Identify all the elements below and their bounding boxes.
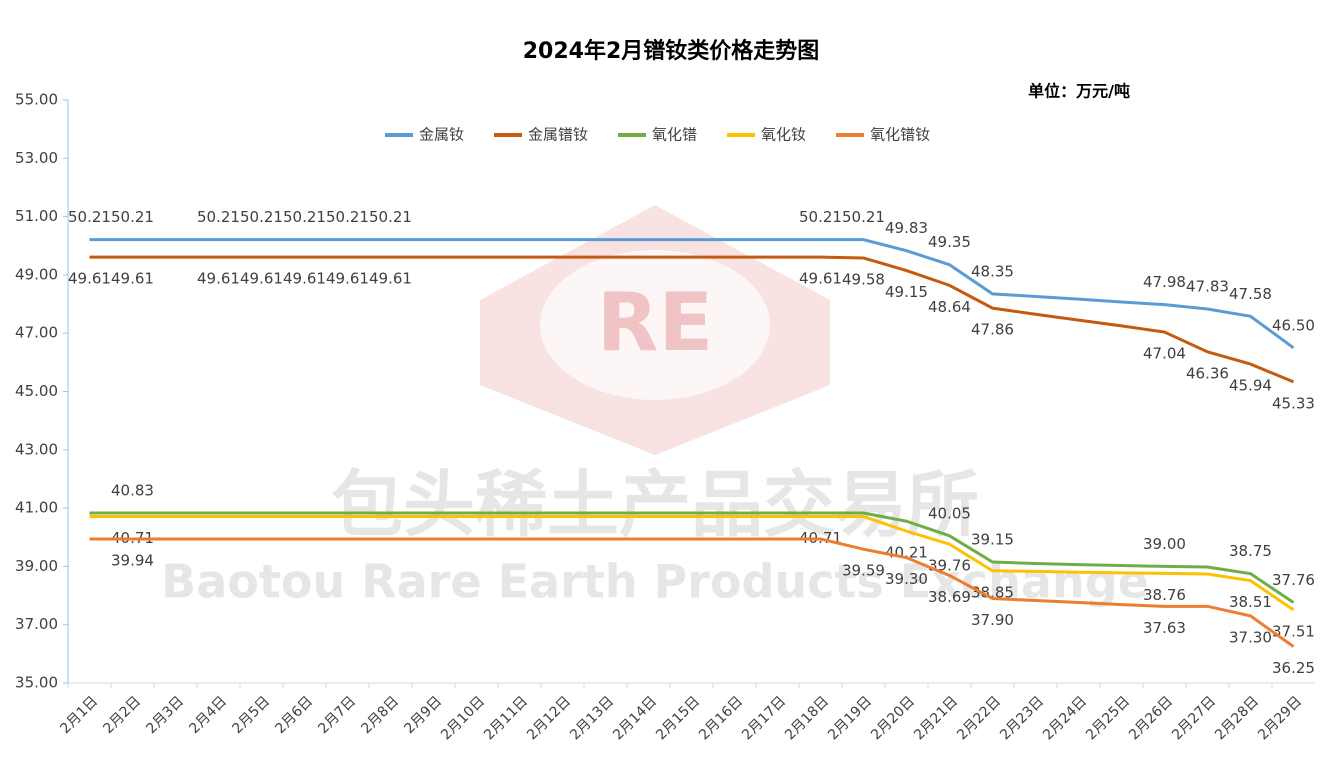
data-label: 37.51 — [1272, 622, 1315, 640]
data-label: 40.21 — [885, 544, 928, 562]
y-tick-label: 41.00 — [15, 499, 58, 517]
y-tick-label: 55.00 — [15, 91, 58, 109]
data-label: 37.90 — [971, 611, 1014, 629]
data-label: 39.94 — [111, 551, 154, 569]
data-label: 49.61 — [68, 270, 111, 288]
watermark-cn: 包头稀土产品交易所 — [331, 463, 979, 547]
series-line — [89, 511, 1295, 604]
data-label: 47.83 — [1186, 278, 1229, 296]
data-label: 49.35 — [928, 233, 971, 251]
legend-label: 氧化镨 — [652, 126, 697, 144]
data-label: 39.00 — [1143, 535, 1186, 553]
data-label: 46.50 — [1272, 316, 1315, 334]
data-label: 50.21 — [799, 208, 842, 226]
y-tick-label: 51.00 — [15, 207, 58, 225]
series-line — [89, 515, 1295, 612]
legend-label: 氧化镨钕 — [870, 126, 930, 144]
data-label: 39.59 — [842, 562, 885, 580]
watermark-logo-ring — [540, 250, 770, 400]
data-label: 45.94 — [1229, 377, 1272, 395]
y-tick-label: 47.00 — [15, 324, 58, 342]
data-label: 50.21 — [369, 208, 412, 226]
data-label: 40.05 — [928, 504, 971, 522]
series-line — [89, 537, 1295, 648]
data-label: 50.21 — [240, 208, 283, 226]
y-tick-label: 43.00 — [15, 440, 58, 458]
data-label: 40.83 — [111, 482, 154, 500]
series-line — [89, 238, 1295, 349]
y-tick-label: 49.00 — [15, 265, 58, 283]
y-tick-label: 37.00 — [15, 615, 58, 633]
data-label: 49.61 — [283, 270, 326, 288]
data-label: 38.85 — [971, 583, 1014, 601]
data-label: 49.61 — [240, 270, 283, 288]
data-label: 37.76 — [1272, 571, 1315, 589]
data-label: 50.21 — [842, 208, 885, 226]
legend-label: 氧化钕 — [761, 126, 806, 144]
data-label: 39.30 — [885, 570, 928, 588]
data-label: 38.69 — [928, 588, 971, 606]
data-label: 49.61 — [197, 270, 240, 288]
data-label: 49.61 — [111, 270, 154, 288]
data-label: 46.36 — [1186, 364, 1229, 382]
data-label: 49.58 — [842, 270, 885, 288]
data-label: 47.58 — [1229, 285, 1272, 303]
data-label: 47.98 — [1143, 273, 1186, 291]
watermark-logo-text: RE — [597, 276, 713, 369]
data-label: 49.15 — [885, 283, 928, 301]
data-label: 49.61 — [369, 270, 412, 288]
y-tick-label: 45.00 — [15, 382, 58, 400]
data-label: 37.63 — [1143, 619, 1186, 637]
data-label: 47.86 — [971, 321, 1014, 339]
series-line — [89, 255, 1295, 384]
unit-label: 单位：万元/吨 — [1028, 82, 1130, 101]
data-label: 49.61 — [326, 270, 369, 288]
data-label: 45.33 — [1272, 394, 1315, 412]
legend-label: 金属镨钕 — [528, 126, 588, 144]
data-label: 50.21 — [68, 208, 111, 226]
data-label: 38.51 — [1229, 593, 1272, 611]
data-label: 39.76 — [928, 557, 971, 575]
chart-title: 2024年2月镨钕类价格走势图 — [523, 38, 820, 64]
data-label: 38.76 — [1143, 586, 1186, 604]
legend-label: 金属钕 — [419, 126, 464, 144]
data-label: 50.21 — [326, 208, 369, 226]
data-label: 39.15 — [971, 531, 1014, 549]
data-label: 50.21 — [111, 208, 154, 226]
y-tick-label: 39.00 — [15, 557, 58, 575]
watermark-en: Baotou Rare Earth Products Exchange — [161, 555, 1149, 609]
data-label: 37.30 — [1229, 628, 1272, 646]
data-label: 48.35 — [971, 262, 1014, 280]
data-label: 50.21 — [283, 208, 326, 226]
data-label: 50.21 — [197, 208, 240, 226]
data-label: 48.64 — [928, 298, 971, 316]
y-tick-label: 35.00 — [15, 674, 58, 692]
y-tick-label: 53.00 — [15, 149, 58, 167]
data-label: 49.61 — [799, 270, 842, 288]
data-label: 38.75 — [1229, 542, 1272, 560]
data-label: 36.25 — [1272, 659, 1315, 677]
data-label: 49.83 — [885, 219, 928, 237]
data-label: 47.04 — [1143, 345, 1186, 363]
